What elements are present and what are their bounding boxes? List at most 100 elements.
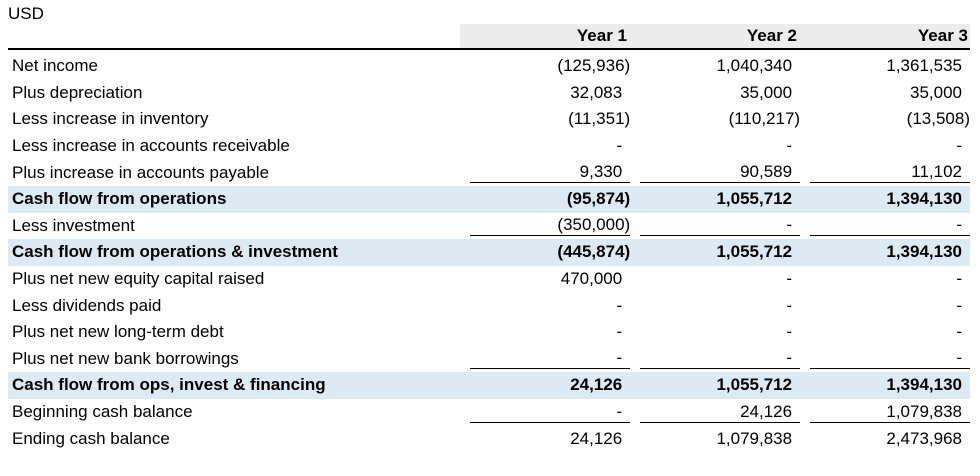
row-label: Plus depreciation bbox=[12, 82, 143, 102]
cell-year-1: 24,126 bbox=[460, 372, 631, 399]
cell-year-2: 24,126 bbox=[630, 399, 801, 426]
currency-label: USD bbox=[8, 4, 44, 23]
table-row: Plus net new equity capital raised 470,00… bbox=[8, 266, 970, 293]
cell-year-2: 90,589 bbox=[630, 159, 801, 186]
cell-value: 2,473,968 bbox=[886, 428, 962, 448]
cell-year-2: 1,079,838 bbox=[630, 425, 800, 452]
cell-year-3: (13,508) bbox=[800, 106, 970, 133]
cell-value: 1,055,712 bbox=[716, 375, 793, 395]
cell-year-3: - bbox=[800, 319, 970, 346]
cell-year-3: 2,473,968 bbox=[800, 425, 970, 452]
cell-value: - bbox=[956, 269, 962, 289]
cell-value: 1,079,838 bbox=[716, 428, 793, 448]
cell-value: (95,874) bbox=[566, 189, 631, 209]
cell-value: - bbox=[956, 136, 962, 156]
cell-year-3: - bbox=[800, 213, 970, 240]
row-label: Less dividends paid bbox=[12, 295, 162, 315]
cell-year-2: (110,217) bbox=[630, 106, 801, 133]
cell-value: (110,217) bbox=[728, 109, 801, 129]
row-label: Net income bbox=[12, 56, 98, 76]
row-label: Cash flow from operations bbox=[8, 185, 461, 213]
cell-year-2: - bbox=[630, 213, 801, 240]
cell-value: (13,508) bbox=[906, 109, 970, 129]
cell-year-1: (445,874) bbox=[460, 239, 631, 266]
row-label: Plus net new long-term debt bbox=[12, 322, 224, 342]
column-header-year-1: Year 1 bbox=[576, 26, 627, 45]
column-header-year-3: Year 3 bbox=[917, 26, 968, 45]
cell-value: 1,055,712 bbox=[716, 189, 793, 209]
cell-value: 35,000 bbox=[910, 82, 962, 102]
cell-value: 1,394,130 bbox=[886, 375, 962, 395]
cell-year-1: 9,330 bbox=[460, 159, 631, 186]
cell-value: - bbox=[786, 295, 793, 315]
cell-value: (350,000) bbox=[470, 215, 631, 237]
cell-year-2: 1,055,712 bbox=[630, 185, 801, 213]
cell-value: - bbox=[956, 322, 962, 342]
row-label: Less increase in accounts receivable bbox=[12, 136, 290, 156]
cell-year-2: - bbox=[630, 319, 800, 346]
cell-value: 90,589 bbox=[640, 162, 801, 184]
cell-value: - bbox=[616, 322, 623, 342]
cell-value: 32,083 bbox=[570, 82, 623, 102]
row-label: Cash flow from operations & investment bbox=[8, 239, 461, 266]
cell-value: - bbox=[810, 348, 970, 370]
cell-value: - bbox=[786, 136, 793, 156]
cell-year-3: 1,079,838 bbox=[800, 399, 970, 426]
cell-year-3: - bbox=[800, 292, 970, 319]
cell-value: (125,936) bbox=[557, 56, 631, 76]
cell-value: - bbox=[470, 348, 631, 370]
cell-year-2: - bbox=[630, 292, 800, 319]
cell-year-1: - bbox=[460, 292, 630, 319]
cell-year-1: (125,936) bbox=[460, 53, 630, 80]
cell-year-1: 24,126 bbox=[460, 425, 630, 452]
cell-value: 24,126 bbox=[640, 402, 801, 423]
cell-year-2: - bbox=[630, 133, 800, 160]
cell-year-3: 1,394,130 bbox=[800, 239, 970, 266]
cell-value: 24,126 bbox=[570, 428, 623, 448]
cell-value: - bbox=[786, 269, 793, 289]
cell-year-1: (95,874) bbox=[460, 185, 631, 213]
cell-value: 470,000 bbox=[560, 269, 623, 289]
cell-value: 1,394,130 bbox=[886, 242, 962, 262]
cell-value: 9,330 bbox=[470, 162, 631, 184]
row-label: Beginning cash balance bbox=[12, 402, 193, 422]
cell-year-3: 1,394,130 bbox=[800, 185, 970, 213]
total-row: Cash flow from operations & investment (4… bbox=[8, 239, 970, 266]
cell-value: 1,361,535 bbox=[886, 56, 962, 76]
cell-value: - bbox=[616, 136, 623, 156]
cell-value: 24,126 bbox=[570, 375, 623, 395]
table-row: Less dividends paid - - - bbox=[8, 292, 970, 319]
cell-value: (445,874) bbox=[557, 242, 631, 262]
cell-value: (11,351) bbox=[568, 109, 631, 129]
cell-year-1: 470,000 bbox=[460, 266, 630, 293]
cell-year-3: 1,361,535 bbox=[800, 53, 970, 80]
table-row: Ending cash balance 24,126 1,079,838 2,473,… bbox=[8, 425, 970, 452]
cell-value: - bbox=[616, 295, 623, 315]
cell-value: 1,040,340 bbox=[716, 56, 793, 76]
table-row: Plus net new bank borrowings - - - bbox=[8, 346, 970, 373]
header-band bbox=[460, 24, 970, 49]
table-row: Beginning cash balance -24,126 1,079,838 bbox=[8, 399, 970, 426]
cell-year-3: 1,394,130 bbox=[800, 372, 970, 399]
cash-flow-table: Net income (125,936) 1,040,340 1,361,535 Plu… bbox=[8, 53, 970, 452]
row-label: Cash flow from ops, invest & financing bbox=[8, 372, 461, 399]
cell-year-3: 11,102 bbox=[800, 159, 970, 186]
row-label: Less investment bbox=[12, 215, 135, 235]
cell-year-1: (350,000) bbox=[460, 213, 631, 240]
total-row: Cash flow from ops, invest & financing 24… bbox=[8, 372, 970, 399]
table-row: Plus increase in accounts payable 9,330 90… bbox=[8, 159, 970, 186]
cell-value: 1,394,130 bbox=[886, 189, 962, 209]
cell-year-1: - bbox=[460, 133, 630, 160]
cell-value: - bbox=[640, 215, 801, 237]
column-header-year-2: Year 2 bbox=[746, 26, 797, 45]
header-divider bbox=[8, 48, 970, 50]
table-row: Less investment (350,000) - - bbox=[8, 213, 970, 240]
row-label: Plus net new equity capital raised bbox=[12, 269, 265, 289]
row-label: Less increase in inventory bbox=[12, 109, 209, 129]
total-row: Cash flow from operations (95,874) 1,055,7… bbox=[8, 185, 970, 213]
cell-value: 11,102 bbox=[810, 162, 970, 184]
cell-value: 1,079,838 bbox=[810, 402, 970, 423]
cell-year-2: - bbox=[630, 266, 800, 293]
cell-value: 35,000 bbox=[740, 82, 793, 102]
cell-value: 1,055,712 bbox=[716, 242, 793, 262]
